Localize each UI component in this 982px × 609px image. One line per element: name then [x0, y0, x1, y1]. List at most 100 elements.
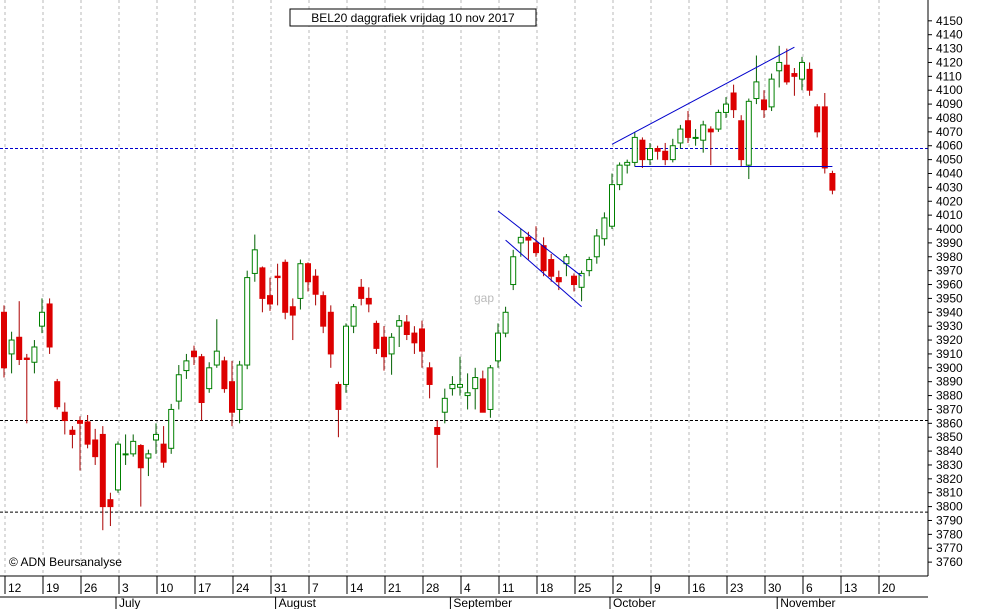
- candle-body: [692, 136, 699, 139]
- candle-body: [54, 381, 61, 408]
- y-tick-label: 4010: [936, 208, 963, 222]
- candle-body: [745, 100, 752, 166]
- y-tick-label: 4110: [936, 69, 962, 83]
- candle-body: [578, 272, 585, 288]
- x-tick-label: 21: [388, 581, 402, 595]
- x-tick-label: 17: [198, 581, 212, 595]
- month-label: September: [453, 596, 512, 609]
- x-tick-label: 20: [882, 581, 896, 595]
- x-tick-label: 12: [8, 581, 22, 595]
- candle-body: [259, 267, 266, 299]
- x-tick-label: 2: [616, 581, 623, 595]
- candle-body: [92, 439, 99, 458]
- candle-body: [829, 172, 836, 191]
- candle-body: [662, 150, 669, 161]
- y-tick-label: 4080: [936, 111, 963, 125]
- candle-body: [297, 263, 304, 299]
- x-tick-label: 14: [350, 581, 364, 595]
- x-tick-label: 16: [692, 581, 706, 595]
- candle-body: [191, 350, 197, 358]
- y-tick-label: 3820: [936, 472, 963, 486]
- candle-body: [16, 336, 23, 360]
- y-tick-label: 4090: [936, 97, 963, 111]
- y-tick-label: 4050: [936, 153, 963, 167]
- candle-body: [586, 259, 593, 272]
- candle-body: [715, 111, 722, 130]
- candle-body: [168, 408, 175, 449]
- candle-body: [175, 374, 182, 402]
- y-tick-label: 3780: [936, 527, 963, 541]
- candle-body: [244, 277, 251, 366]
- y-tick-label: 4150: [936, 14, 963, 28]
- y-tick-label: 3890: [936, 375, 963, 389]
- candle-body: [373, 322, 380, 349]
- y-tick-label: 3760: [936, 555, 963, 569]
- candle-body: [77, 420, 83, 424]
- candles: [1, 45, 836, 531]
- candle-body: [31, 346, 38, 363]
- candle-body: [761, 99, 767, 111]
- candle-body: [198, 356, 205, 404]
- candle-body: [320, 295, 327, 327]
- x-tick-label: 31: [274, 581, 288, 595]
- y-tick-label: 4040: [936, 166, 963, 180]
- y-tick-label: 3990: [936, 236, 963, 250]
- candle-body: [723, 103, 729, 113]
- chart-title-box: [289, 8, 537, 27]
- y-tick-label: 3850: [936, 430, 963, 444]
- candle-body: [388, 336, 395, 355]
- candle-body: [685, 120, 691, 138]
- y-tick-label: 4140: [936, 28, 963, 42]
- candle-body: [69, 429, 76, 435]
- candle-body: [137, 445, 144, 469]
- candle-body: [548, 259, 555, 277]
- candle-body: [738, 120, 745, 161]
- candle-body: [411, 332, 418, 344]
- candle-body: [305, 263, 311, 283]
- candle-body: [540, 245, 547, 272]
- month-label: October: [613, 596, 656, 609]
- x-tick-label: 18: [540, 581, 554, 595]
- candle-body: [1, 311, 7, 369]
- candle-body: [799, 61, 805, 80]
- candle-body: [115, 443, 121, 491]
- candle-body: [441, 397, 448, 413]
- y-tick-label: 3770: [936, 541, 963, 555]
- candle-body: [768, 78, 775, 108]
- x-tick-label: 4: [464, 581, 471, 595]
- candle-body: [571, 275, 577, 286]
- candle-body: [274, 275, 281, 279]
- y-tick-label: 3930: [936, 319, 963, 333]
- candle-body: [23, 357, 30, 360]
- y-tick-label: 3840: [936, 444, 963, 458]
- y-tick-label: 3880: [936, 389, 963, 403]
- month-label: August: [279, 596, 317, 609]
- candle-body: [517, 236, 524, 244]
- candle-body: [434, 426, 441, 435]
- candle-body: [426, 367, 433, 385]
- candle-body: [160, 443, 167, 463]
- candle-body: [365, 297, 372, 305]
- candle-body: [122, 453, 129, 456]
- candle-body: [609, 184, 615, 227]
- candle-body: [289, 306, 296, 316]
- y-tick-label: 4020: [936, 194, 963, 208]
- candle-body: [495, 332, 501, 362]
- candle-body: [213, 350, 220, 366]
- candle-body: [84, 421, 91, 445]
- candle-body: [8, 339, 15, 355]
- month-label: July: [119, 596, 140, 609]
- candle-body: [700, 124, 707, 141]
- candle-body: [107, 499, 114, 508]
- candle-body: [555, 277, 562, 283]
- candle-body: [806, 68, 813, 91]
- candle-body: [647, 148, 653, 161]
- candle-body: [153, 433, 159, 441]
- candle-body: [221, 360, 228, 390]
- candle-body: [616, 164, 623, 186]
- candle-body: [639, 139, 646, 161]
- candle-body: [282, 261, 289, 313]
- candle-body: [312, 275, 319, 295]
- y-tick-label: 3860: [936, 416, 963, 430]
